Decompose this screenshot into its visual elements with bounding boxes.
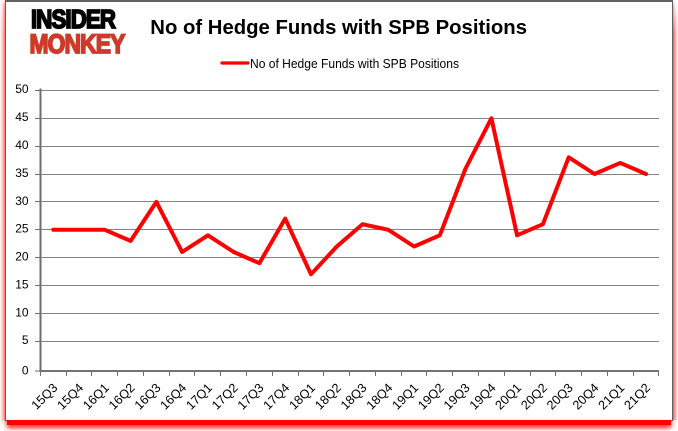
svg-text:16Q1: 16Q1	[80, 381, 112, 413]
svg-text:16Q3: 16Q3	[132, 381, 164, 413]
svg-text:35: 35	[15, 166, 29, 180]
svg-text:17Q1: 17Q1	[183, 381, 215, 413]
svg-text:No of Hedge Funds with SPB Pos: No of Hedge Funds with SPB Positions	[250, 56, 459, 71]
svg-text:17Q3: 17Q3	[235, 381, 267, 413]
svg-text:17Q4: 17Q4	[261, 381, 293, 413]
svg-text:18Q2: 18Q2	[312, 381, 344, 413]
svg-text:18Q3: 18Q3	[338, 381, 370, 413]
svg-text:15: 15	[15, 278, 29, 292]
svg-text:19Q4: 19Q4	[467, 381, 499, 413]
svg-text:20Q1: 20Q1	[493, 381, 525, 413]
svg-text:20Q4: 20Q4	[570, 381, 602, 413]
svg-text:21Q2: 21Q2	[621, 381, 653, 413]
svg-text:18Q1: 18Q1	[286, 381, 318, 413]
svg-text:MONKEY: MONKEY	[30, 29, 126, 59]
svg-text:15Q3: 15Q3	[29, 381, 61, 413]
svg-text:21Q1: 21Q1	[596, 381, 628, 413]
svg-text:45: 45	[15, 110, 29, 124]
svg-text:19Q2: 19Q2	[415, 381, 447, 413]
svg-text:20Q3: 20Q3	[544, 381, 576, 413]
svg-text:50: 50	[15, 82, 29, 96]
svg-text:16Q4: 16Q4	[158, 381, 190, 413]
svg-text:19Q1: 19Q1	[390, 381, 422, 413]
svg-text:INSIDER: INSIDER	[31, 6, 116, 34]
svg-text:17Q2: 17Q2	[209, 381, 241, 413]
svg-text:18Q4: 18Q4	[364, 381, 396, 413]
svg-text:15Q4: 15Q4	[55, 381, 87, 413]
svg-text:5: 5	[22, 333, 29, 347]
svg-text:20: 20	[15, 250, 29, 264]
svg-text:30: 30	[15, 194, 29, 208]
svg-text:19Q3: 19Q3	[441, 381, 473, 413]
svg-text:No of Hedge Funds with SPB Pos: No of Hedge Funds with SPB Positions	[150, 16, 527, 39]
svg-text:25: 25	[15, 222, 29, 236]
svg-text:10: 10	[15, 305, 29, 319]
svg-text:20Q2: 20Q2	[518, 381, 550, 413]
svg-text:16Q2: 16Q2	[106, 381, 138, 413]
svg-text:40: 40	[15, 138, 29, 152]
svg-text:0: 0	[22, 364, 29, 378]
